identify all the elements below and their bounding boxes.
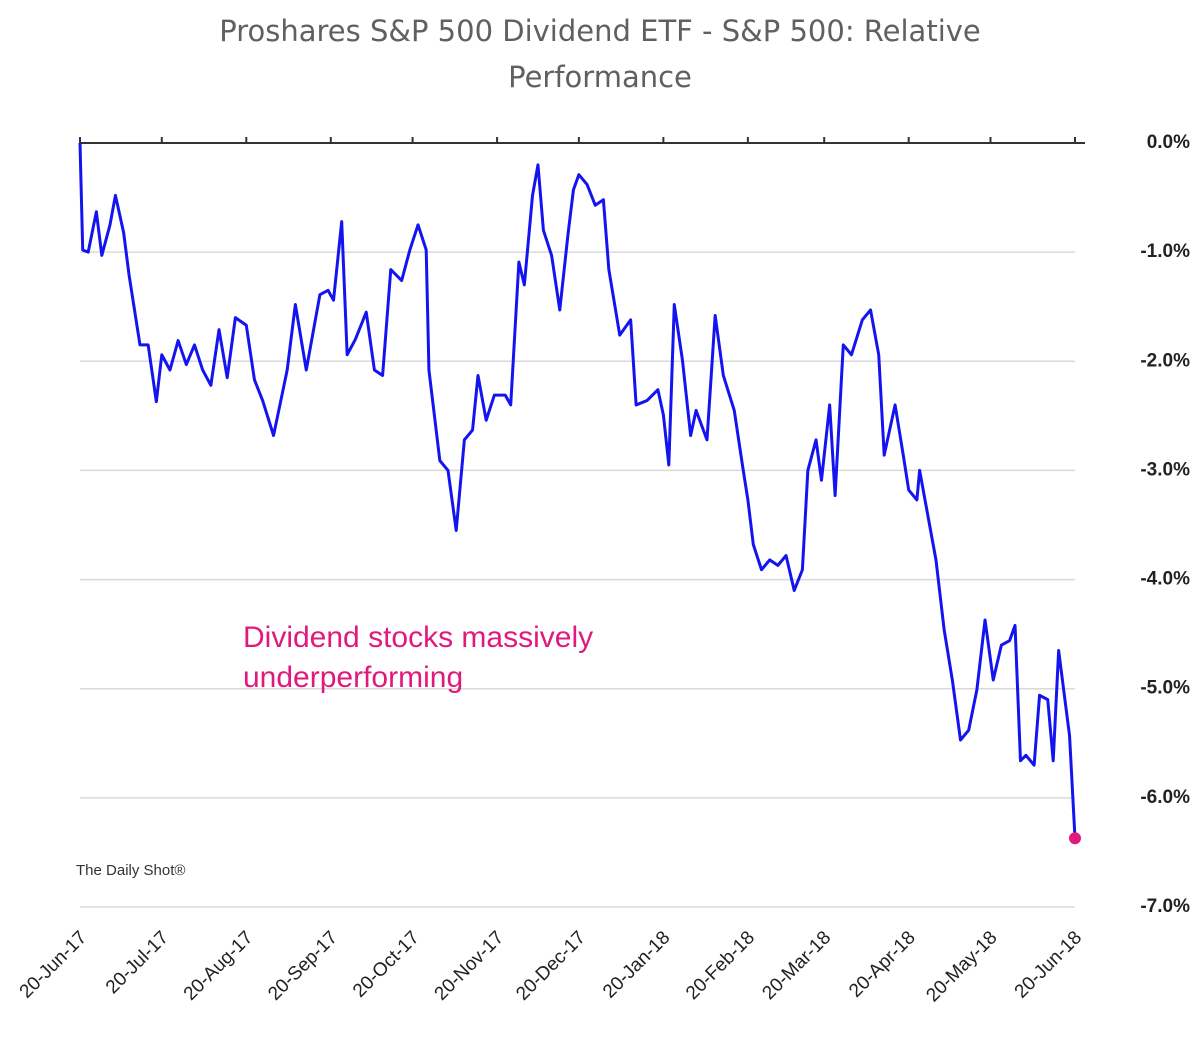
y-tick-label: 0.0% (1147, 132, 1190, 153)
x-tick-label: 20-Feb-18 (682, 927, 759, 1004)
series-line (78, 142, 1077, 839)
y-tick-label: -1.0% (1140, 241, 1190, 262)
chart-title: Proshares S&P 500 Dividend ETF - S&P 500… (219, 14, 981, 94)
x-tick-label: 20-May-18 (923, 927, 1002, 1006)
x-tick-label: 20-Dec-17 (512, 927, 590, 1005)
y-tick-label: -2.0% (1140, 350, 1190, 371)
x-tick-label: 20-Mar-18 (758, 927, 835, 1004)
y-tick-label: -3.0% (1140, 459, 1190, 480)
x-tick-label: 20-Jul-17 (102, 927, 173, 998)
x-tick-label: 20-Oct-17 (349, 927, 424, 1002)
y-tick-label: -4.0% (1140, 569, 1190, 590)
y-tick-label: -6.0% (1140, 787, 1190, 808)
x-tick-label: 20-Nov-17 (431, 927, 509, 1005)
y-tick-label: -5.0% (1140, 678, 1190, 699)
annotation: Dividend stocks massively underperformin… (243, 621, 594, 694)
x-tick-label: 20-Apr-18 (845, 927, 920, 1002)
x-tick-label: 20-Jun-18 (1011, 927, 1086, 1002)
x-tick-label: 20-Aug-17 (180, 927, 258, 1005)
x-tick-label: 20-Jun-17 (16, 927, 91, 1002)
x-tick-label: 20-Sep-17 (264, 927, 342, 1005)
end-point (1069, 832, 1081, 845)
x-tick-label: 20-Jan-18 (599, 927, 674, 1002)
y-tick-label: -7.0% (1140, 896, 1190, 917)
source: The Daily Shot® (76, 862, 186, 879)
